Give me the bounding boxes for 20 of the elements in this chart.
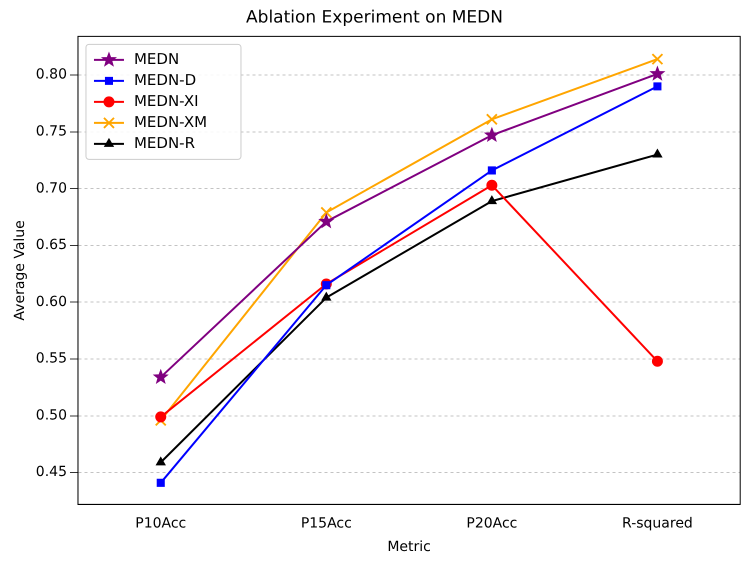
y-tick-label: 0.60 xyxy=(36,294,67,310)
x-tick-label: P10Acc xyxy=(135,515,186,532)
y-tick-label: 0.70 xyxy=(36,180,67,196)
x-tick-label: R-squared xyxy=(622,515,693,532)
legend-label: MEDN xyxy=(134,50,180,68)
y-tick-label: 0.80 xyxy=(36,66,67,83)
y-tick-label: 0.75 xyxy=(36,123,67,140)
legend-label: MEDN-R xyxy=(134,134,196,152)
y-tick-label: 0.55 xyxy=(36,350,67,367)
chart-title: Ablation Experiment on MEDN xyxy=(246,8,503,28)
legend-label: MEDN-XM xyxy=(134,112,208,131)
x-axis-title: Metric xyxy=(387,539,431,556)
y-axis-title: Average Value xyxy=(12,220,28,321)
legend-label: MEDN-D xyxy=(134,70,196,89)
y-tick-label: 0.45 xyxy=(36,464,67,480)
x-tick-label: P15Acc xyxy=(300,515,352,532)
y-tick-label: 0.50 xyxy=(36,407,67,424)
x-tick-label: P20Acc xyxy=(466,515,518,532)
legend-label: MEDN-XI xyxy=(134,92,199,110)
y-tick-label: 0.65 xyxy=(36,237,67,254)
